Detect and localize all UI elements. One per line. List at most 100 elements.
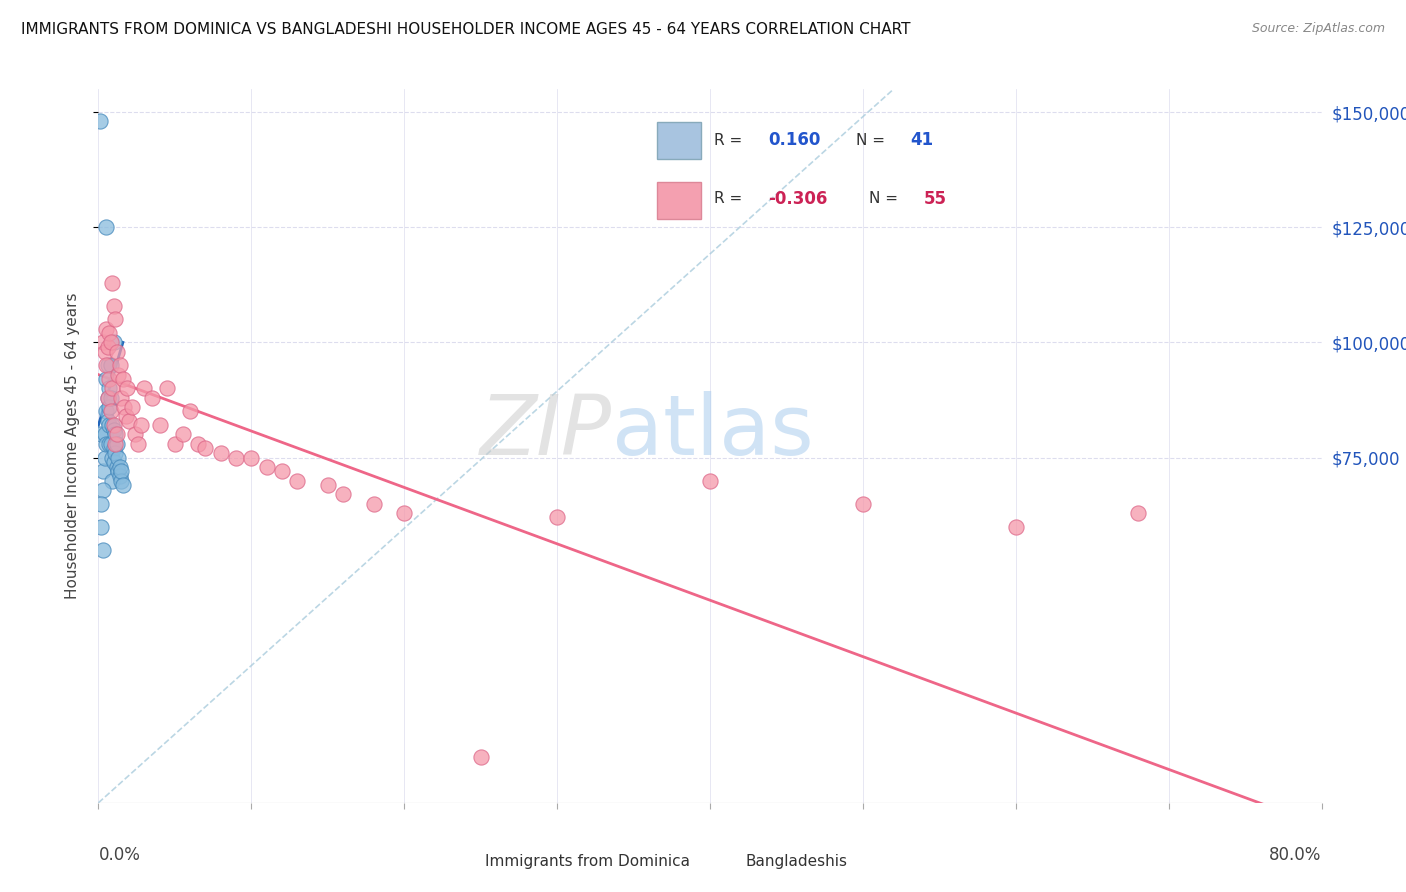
- Text: R =: R =: [714, 133, 742, 148]
- Point: [104, 427, 127, 442]
- Text: IMMIGRANTS FROM DOMINICA VS BANGLADESHI HOUSEHOLDER INCOME AGES 45 - 64 YEARS CO: IMMIGRANTS FROM DOMINICA VS BANGLADESHI …: [21, 22, 911, 37]
- Point: [94, 359, 117, 373]
- Point: [141, 391, 163, 405]
- FancyBboxPatch shape: [657, 182, 700, 219]
- Point: [363, 497, 385, 511]
- Point: [103, 442, 125, 456]
- Point: [101, 381, 124, 395]
- Point: [110, 464, 132, 478]
- Point: [101, 450, 124, 465]
- Point: [98, 381, 121, 395]
- Point: [107, 368, 129, 382]
- Point: [94, 404, 117, 418]
- Point: [98, 372, 121, 386]
- Point: [163, 436, 186, 450]
- Point: [149, 418, 172, 433]
- Point: [172, 427, 194, 442]
- Point: [100, 391, 122, 405]
- Point: [100, 436, 122, 450]
- Point: [852, 497, 875, 511]
- Point: [118, 414, 141, 428]
- Point: [94, 436, 117, 450]
- Point: [101, 276, 124, 290]
- Point: [103, 423, 125, 437]
- Text: 0.0%: 0.0%: [98, 846, 141, 863]
- Point: [240, 450, 263, 465]
- Point: [100, 359, 122, 373]
- Point: [105, 436, 128, 450]
- Text: R =: R =: [714, 191, 742, 206]
- Point: [108, 359, 131, 373]
- Point: [194, 442, 217, 456]
- Point: [124, 427, 146, 442]
- Text: ZIP: ZIP: [481, 392, 612, 472]
- Point: [187, 436, 209, 450]
- Point: [316, 478, 339, 492]
- Point: [97, 391, 120, 405]
- Point: [104, 312, 127, 326]
- Text: Immigrants from Dominica: Immigrants from Dominica: [485, 855, 690, 869]
- Point: [179, 404, 201, 418]
- Text: Source: ZipAtlas.com: Source: ZipAtlas.com: [1251, 22, 1385, 36]
- Point: [97, 414, 120, 428]
- Point: [90, 497, 112, 511]
- Text: atlas: atlas: [612, 392, 814, 472]
- Point: [90, 427, 112, 442]
- Point: [127, 436, 149, 450]
- Point: [332, 487, 354, 501]
- Point: [111, 372, 134, 386]
- Point: [97, 359, 120, 373]
- Point: [93, 344, 115, 359]
- Point: [90, 519, 112, 533]
- Point: [107, 464, 129, 478]
- Text: 55: 55: [924, 190, 946, 208]
- Point: [97, 340, 120, 354]
- Point: [129, 418, 152, 433]
- Point: [94, 220, 117, 235]
- Point: [104, 446, 127, 460]
- Point: [91, 542, 114, 557]
- Point: [270, 464, 292, 478]
- Point: [103, 418, 125, 433]
- Point: [699, 474, 721, 488]
- Point: [94, 372, 117, 386]
- Point: [103, 455, 125, 469]
- Point: [111, 478, 134, 492]
- Point: [98, 400, 121, 414]
- Point: [101, 418, 124, 433]
- Point: [97, 391, 120, 405]
- Y-axis label: Householder Income Ages 45 - 64 years: Householder Income Ages 45 - 64 years: [65, 293, 80, 599]
- Point: [209, 446, 232, 460]
- Point: [100, 335, 122, 350]
- Point: [115, 409, 138, 423]
- Point: [1004, 519, 1026, 533]
- Text: 41: 41: [910, 131, 934, 149]
- Point: [93, 450, 115, 465]
- Text: -0.306: -0.306: [768, 190, 828, 208]
- Point: [105, 344, 128, 359]
- Point: [121, 400, 143, 414]
- Text: N =: N =: [869, 191, 898, 206]
- Point: [105, 459, 128, 474]
- Point: [91, 464, 114, 478]
- Point: [470, 749, 492, 764]
- Point: [94, 321, 117, 335]
- Point: [98, 436, 121, 450]
- Text: Bangladeshis: Bangladeshis: [745, 855, 848, 869]
- Text: 0.160: 0.160: [768, 131, 821, 149]
- Text: N =: N =: [856, 133, 884, 148]
- Point: [91, 483, 114, 497]
- Point: [93, 427, 115, 442]
- Point: [103, 299, 125, 313]
- Point: [103, 335, 125, 350]
- Point: [225, 450, 247, 465]
- Point: [546, 510, 568, 524]
- Point: [98, 326, 121, 341]
- Point: [110, 391, 132, 405]
- Point: [256, 459, 278, 474]
- Point: [392, 506, 416, 520]
- Point: [108, 459, 131, 474]
- Point: [110, 474, 132, 488]
- Point: [89, 114, 111, 128]
- Point: [117, 381, 139, 395]
